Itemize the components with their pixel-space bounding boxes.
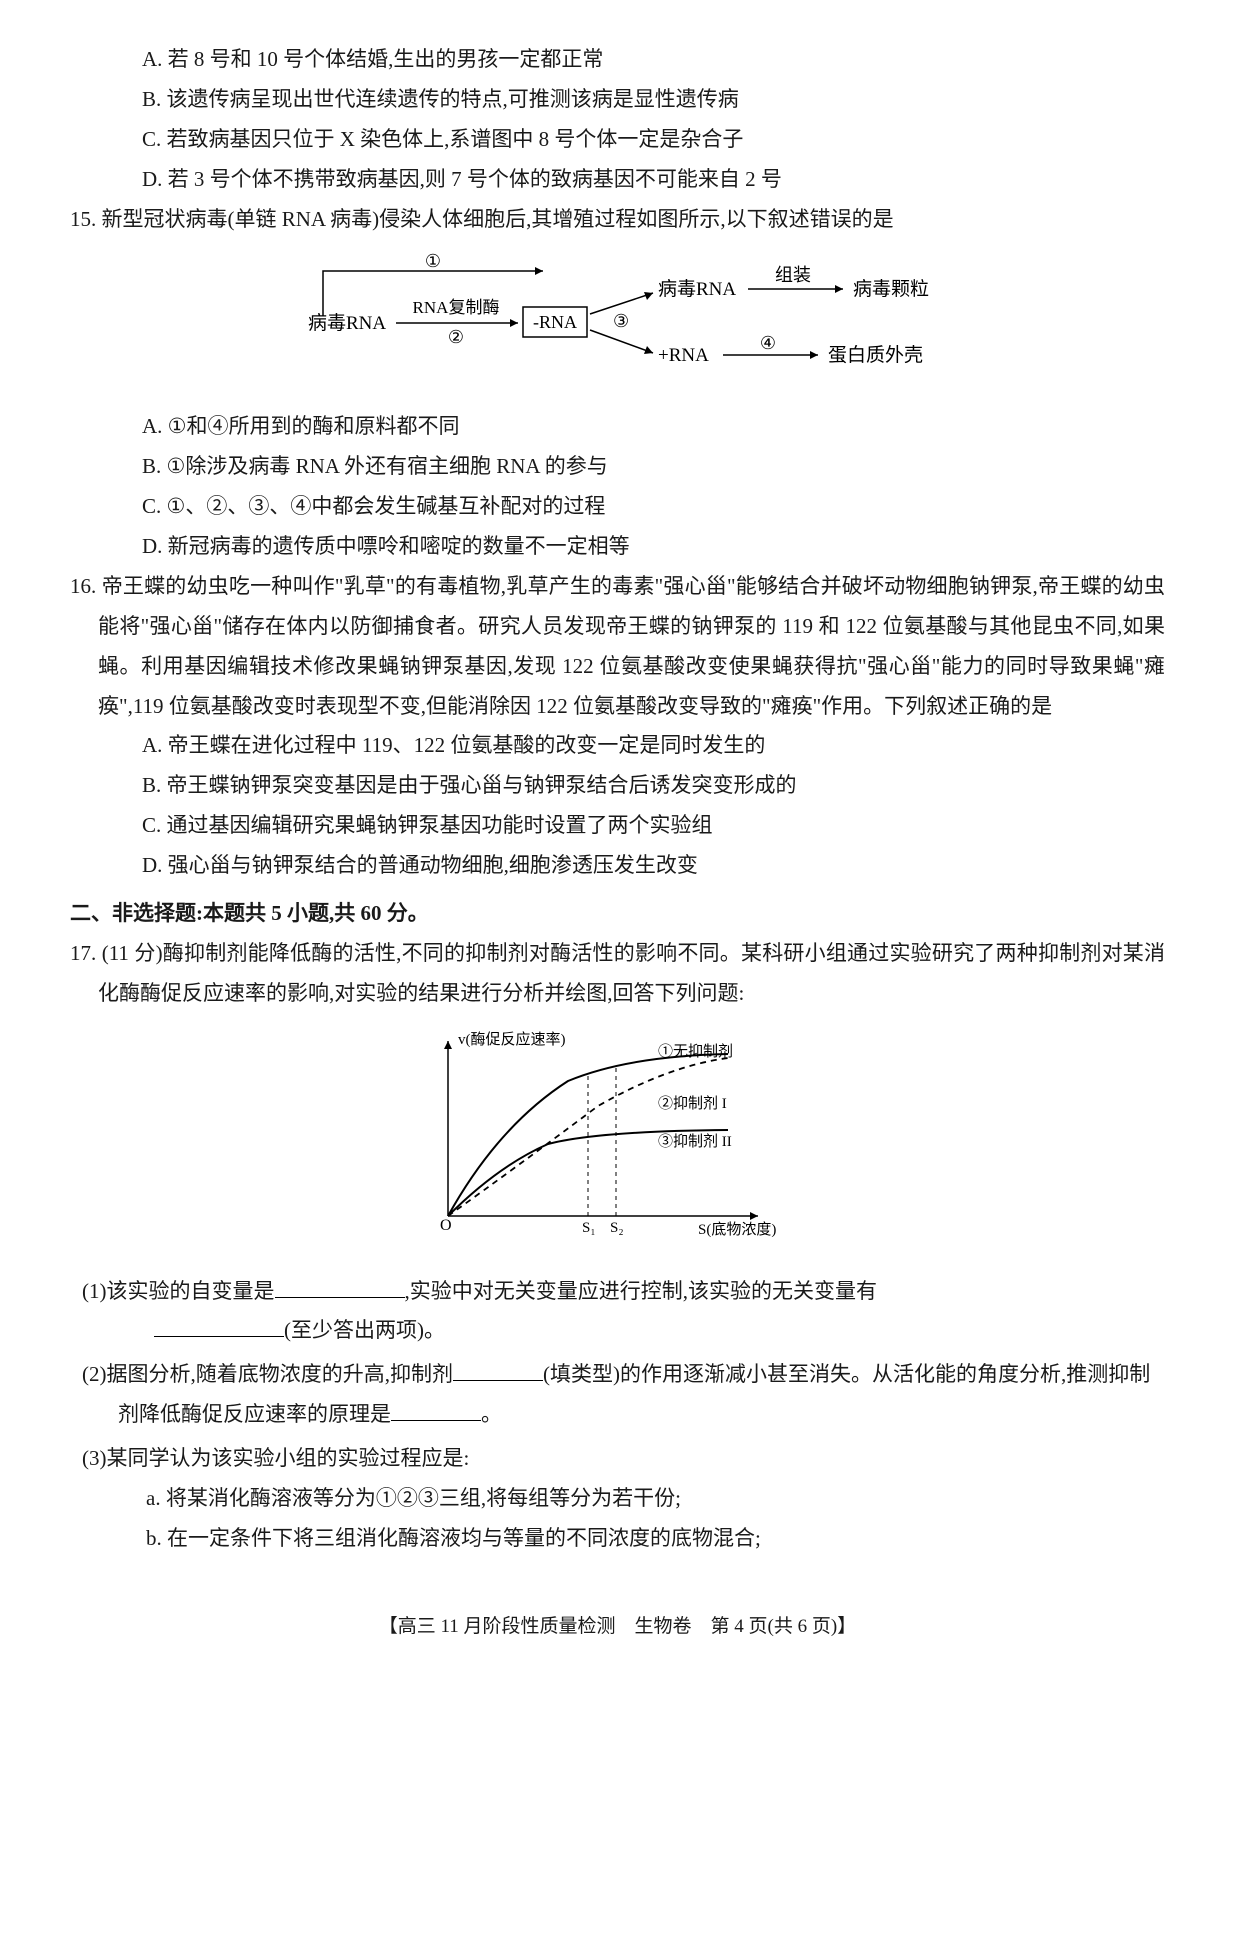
q17-sub1: (1)该实验的自变量是 ,实验中对无关变量应进行控制,该实验的无关变量有 (至少答… <box>70 1272 1165 1352</box>
q17-sub1-text-b: ,实验中对无关变量应进行控制,该实验的无关变量有 <box>405 1279 878 1303</box>
q17-sub2-text-c: 。 <box>481 1402 502 1426</box>
q17-sub3b: b. 在一定条件下将三组消化酶溶液均与等量的不同浓度的底物混合; <box>70 1519 1165 1559</box>
section-2-header: 二、非选择题:本题共 5 小题,共 60 分。 <box>70 894 1165 934</box>
svg-text:③: ③ <box>613 311 629 331</box>
svg-text:v(酶促反应速率): v(酶促反应速率) <box>458 1030 566 1048</box>
page-footer: 【高三 11 月阶段性质量检测 生物卷 第 4 页(共 6 页)】 <box>70 1609 1165 1645</box>
svg-text:-RNA: -RNA <box>533 312 577 332</box>
svg-text:④: ④ <box>759 333 775 353</box>
svg-text:①无抑制剂: ①无抑制剂 <box>658 1043 733 1060</box>
svg-text:②: ② <box>447 327 463 347</box>
svg-text:蛋白质外壳: 蛋白质外壳 <box>828 344 923 366</box>
q16-stem: 16. 帝王蝶的幼虫吃一种叫作"乳草"的有毒植物,乳草产生的毒素"强心甾"能够结… <box>70 567 1165 727</box>
svg-text:病毒RNA: 病毒RNA <box>308 312 386 334</box>
q16-option-c: C. 通过基因编辑研究果蝇钠钾泵基因功能时设置了两个实验组 <box>70 806 1165 846</box>
q15-option-b: B. ①除涉及病毒 RNA 外还有宿主细胞 RNA 的参与 <box>70 447 1165 487</box>
svg-text:病毒颗粒: 病毒颗粒 <box>853 278 929 300</box>
svg-text:S₂: S₂ <box>610 1220 624 1236</box>
q15-diagram: ① 病毒RNA RNA复制酶 ② -RNA ③ 病毒RNA +RNA 组装 病毒… <box>70 251 1165 395</box>
svg-text:病毒RNA: 病毒RNA <box>658 278 736 300</box>
q14-option-b: B. 该遗传病呈现出世代连续遗传的特点,可推测该病是显性遗传病 <box>70 80 1165 120</box>
q14-option-a: A. 若 8 号和 10 号个体结婚,生出的男孩一定都正常 <box>70 40 1165 80</box>
svg-text:RNA复制酶: RNA复制酶 <box>412 298 499 317</box>
q15-option-d: D. 新冠病毒的遗传质中嘌呤和嘧啶的数量不一定相等 <box>70 527 1165 567</box>
q15-option-c: C. ①、②、③、④中都会发生碱基互补配对的过程 <box>70 487 1165 527</box>
q16-option-d: D. 强心甾与钠钾泵结合的普通动物细胞,细胞渗透压发生改变 <box>70 846 1165 886</box>
svg-text:+RNA: +RNA <box>658 345 709 366</box>
blank-4[interactable] <box>391 1396 481 1421</box>
svg-text:③抑制剂 II: ③抑制剂 II <box>658 1133 732 1150</box>
svg-text:O: O <box>440 1217 452 1234</box>
q16-option-a: A. 帝王蝶在进化过程中 119、122 位氨基酸的改变一定是同时发生的 <box>70 726 1165 766</box>
q14-option-d: D. 若 3 号个体不携带致病基因,则 7 号个体的致病基因不可能来自 2 号 <box>70 160 1165 200</box>
q17-sub3: (3)某同学认为该实验小组的实验过程应是: <box>70 1439 1165 1479</box>
q17-sub1-text-a: (1)该实验的自变量是 <box>82 1279 275 1303</box>
svg-text:S(底物浓度): S(底物浓度) <box>698 1221 776 1238</box>
q17-graph: O v(酶促反应速率) S(底物浓度) ①无抑制剂 ②抑制剂 I ③抑制剂 II… <box>70 1026 1165 1260</box>
q15-stem: 15. 新型冠状病毒(单链 RNA 病毒)侵染人体细胞后,其增殖过程如图所示,以… <box>70 200 1165 240</box>
blank-1[interactable] <box>275 1272 405 1297</box>
q17-sub2-text-a: (2)据图分析,随着底物浓度的升高,抑制剂 <box>82 1362 453 1386</box>
svg-text:S₁: S₁ <box>582 1220 596 1236</box>
svg-text:组装: 组装 <box>775 265 811 285</box>
q17-stem: 17. (11 分)酶抑制剂能降低酶的活性,不同的抑制剂对酶活性的影响不同。某科… <box>70 934 1165 1014</box>
q17-sub3a: a. 将某消化酶溶液等分为①②③三组,将每组等分为若干份; <box>70 1479 1165 1519</box>
q17-sub2: (2)据图分析,随着底物浓度的升高,抑制剂(填类型)的作用逐渐减小甚至消失。从活… <box>70 1355 1165 1435</box>
q17-sub1-text-c: (至少答出两项)。 <box>284 1318 445 1342</box>
q16-option-b: B. 帝王蝶钠钾泵突变基因是由于强心甾与钠钾泵结合后诱发突变形成的 <box>70 766 1165 806</box>
blank-2[interactable] <box>154 1312 284 1337</box>
svg-text:②抑制剂 I: ②抑制剂 I <box>658 1095 727 1112</box>
blank-3[interactable] <box>453 1356 543 1381</box>
q15-option-a: A. ①和④所用到的酶和原料都不同 <box>70 407 1165 447</box>
svg-text:①: ① <box>424 251 440 271</box>
q14-option-c: C. 若致病基因只位于 X 染色体上,系谱图中 8 号个体一定是杂合子 <box>70 120 1165 160</box>
